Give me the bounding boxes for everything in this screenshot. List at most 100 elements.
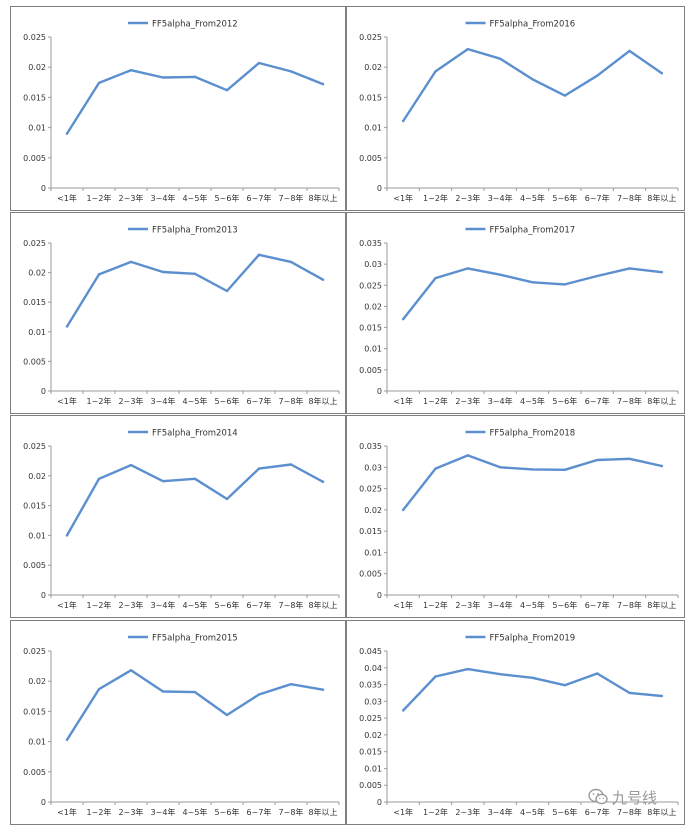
data-point [628,457,631,460]
data-point [65,132,69,135]
y-tick-label: 0.01 [364,548,382,557]
x-tick-label: 2~3年 [455,396,480,406]
chart-panel-2013: FF5alpha_From2013 0.025 0.02 0.015 0.01 0.005… [10,212,346,414]
x-tick-label: 6~7年 [585,193,610,203]
legend-label: FF5alpha_From2017 [490,226,576,236]
y-tick-label: 0.005 [23,561,46,570]
y-tick-label: 0.025 [359,485,382,494]
line-chart: FF5alpha_From2014 0.025 0.02 0.015 0.01 0.005… [23,429,340,610]
data-point [321,278,325,281]
x-tick-label: 7~8年 [617,193,642,203]
data-point [193,477,197,480]
data-point [289,683,293,686]
y-tick-label: 0.01 [28,124,46,133]
legend: FF5alpha_From2014 [128,429,238,439]
x-tick-label: 5~6年 [215,807,240,817]
data-point [595,458,599,462]
legend-label: FF5alpha_From2012 [152,20,238,30]
legend: FF5alpha_From2013 [128,226,238,236]
x-tick-label: 1~2年 [423,600,448,610]
data-point [628,49,631,53]
y-tick-label: 0.025 [23,647,46,656]
y-tick-label: 0.025 [23,239,46,248]
data-point [595,672,599,675]
line-chart: FF5alpha_From20190.0450.040.0350.030.025… [359,634,679,817]
x-tick-label: 3~4年 [151,807,176,817]
y-tick-label: 0.015 [23,93,46,102]
y-tick-label: 0.02 [364,506,382,515]
y-tick-label: 0.02 [364,731,382,740]
legend-label: FF5alpha_From2013 [152,226,238,236]
data-point [498,273,502,276]
y-tick-label: 0.03 [364,260,382,269]
y-tick-label: 0 [41,387,46,396]
x-tick-label: 5~6年 [552,807,577,817]
data-point [434,467,437,470]
legend-label: FF5alpha_From2014 [152,429,238,439]
x-tick-label: 2~3年 [455,807,480,817]
series-line [65,669,325,742]
x-tick-label: 5~6年 [215,600,240,610]
legend: FF5alpha_From2012 [128,20,238,30]
x-tick-label: 1~2年 [423,807,448,817]
x-tick-label: 8年以上 [647,396,676,406]
y-tick-label: 0.025 [359,281,382,290]
y-tick-label: 0.01 [364,124,382,133]
data-point [257,253,261,257]
y-tick-label: 0.015 [359,93,382,102]
data-point [321,688,325,691]
x-tick-label: 1~2年 [423,396,448,406]
y-tick-label: 0.02 [364,63,382,72]
x-tick-label: 5~6年 [215,396,240,406]
x-tick-label: <1年 [57,193,77,203]
y-tick-label: 0 [377,798,382,807]
x-tick-label: 8年以上 [647,807,676,817]
x-tick-label: 4~5年 [183,807,208,817]
line-chart: FF5alpha_From2013 0.025 0.02 0.015 0.01 0.005… [23,226,340,406]
y-tick-label: 0.025 [359,33,382,42]
data-point [401,508,405,512]
y-tick-label: 0 [41,591,46,600]
data-point [289,260,293,264]
chart-panel-2012: FF5alpha_From2012 0.025 0.02 0.015 0.01 0.005… [10,6,346,211]
data-point [97,273,101,276]
y-tick-label: 0.02 [28,472,46,481]
x-tick-label: 7~8年 [617,396,642,406]
y-tick-label: 0.015 [359,527,382,536]
y-tick-label: 0 [377,387,382,396]
x-tick-label: 3~4年 [151,600,176,610]
data-point [401,119,405,123]
x-tick-label: <1年 [393,600,413,610]
y-tick-label: 0.01 [28,328,46,337]
y-tick-label: 0.015 [359,324,382,333]
data-point [225,88,229,92]
data-point [97,81,101,85]
x-tick-label: 7~8年 [279,600,304,610]
x-tick-label: 2~3年 [119,396,144,406]
x-tick-label: 2~3年 [119,193,144,203]
line-chart: FF5alpha_From2012 0.025 0.02 0.015 0.01 0.005… [23,20,340,203]
x-tick-label: 3~4年 [488,193,513,203]
x-tick-label: 7~8年 [279,193,304,203]
x-tick-label: 4~5年 [520,396,545,406]
y-tick-label: 0.04 [364,664,382,673]
y-tick-label: 0.005 [359,154,382,163]
legend-label: FF5alpha_From2018 [490,429,576,439]
chart-panel-2016: FF5alpha_From2016 0.025 0.02 0.015 0.01 0.005… [346,6,685,211]
data-point [225,497,229,501]
data-point [466,267,470,270]
series-line [402,667,663,712]
data-point [161,690,165,693]
data-point [65,325,69,328]
data-point [193,690,197,694]
data-point [257,467,261,470]
x-tick-label: <1年 [57,396,77,406]
data-point [466,47,470,51]
y-tick-label: 0.01 [28,531,46,540]
x-tick-label: 7~8年 [279,396,304,406]
y-tick-label: 0.01 [364,345,382,354]
x-tick-label: 4~5年 [520,600,545,610]
data-point [193,272,197,275]
x-tick-label: 6~7年 [247,396,272,406]
data-point [257,61,261,65]
